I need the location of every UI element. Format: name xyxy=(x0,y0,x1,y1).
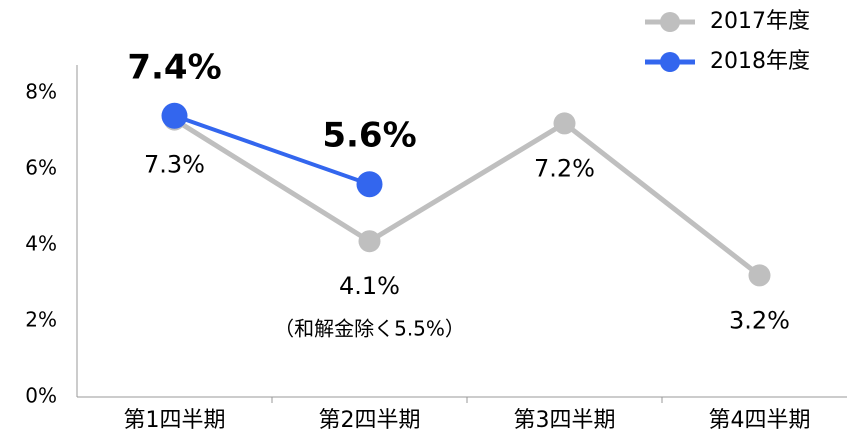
legend-label: 2017年度 xyxy=(710,9,810,34)
series-line xyxy=(173,117,762,278)
point xyxy=(356,171,383,198)
point xyxy=(358,230,381,253)
y-tick-label: 0% xyxy=(25,384,57,408)
point xyxy=(161,102,188,129)
y-tick-label: 2% xyxy=(25,308,57,332)
data-label: 7.2% xyxy=(534,154,595,182)
legend-marker xyxy=(660,12,680,32)
y-tick-label: 6% xyxy=(25,156,57,180)
point xyxy=(748,264,771,287)
x-tick-label: 第3四半期 xyxy=(514,408,616,433)
series-line xyxy=(173,113,371,187)
y-tick-label: 4% xyxy=(25,232,57,256)
legend-marker xyxy=(660,52,680,72)
data-label: 7.3% xyxy=(144,151,205,179)
x-tick-label: 第2四半期 xyxy=(319,408,421,433)
annotation: （和解金除く5.5%） xyxy=(274,317,465,341)
x-tick-label: 第4四半期 xyxy=(709,408,811,433)
legend-label: 2018年度 xyxy=(710,49,810,74)
data-label: 5.6% xyxy=(322,116,416,156)
data-label: 7.4% xyxy=(127,47,221,87)
point xyxy=(553,112,576,135)
x-tick-label: 第1四半期 xyxy=(124,408,226,433)
y-tick-label: 8% xyxy=(25,80,57,104)
data-label: 3.2% xyxy=(729,306,790,334)
data-label: 4.1% xyxy=(339,272,400,300)
